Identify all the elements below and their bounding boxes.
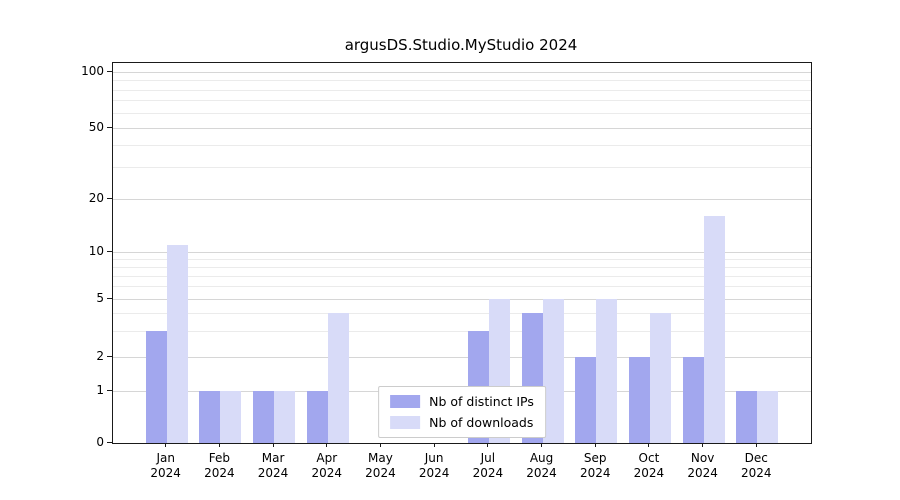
y-tick-label: 1 — [96, 383, 104, 397]
x-tick-mark — [272, 443, 274, 447]
minor-gridline — [113, 144, 811, 146]
x-tick-label: Mar 2024 — [257, 451, 289, 480]
x-tick-mark — [755, 443, 757, 447]
y-tick-label: 20 — [88, 191, 104, 205]
x-tick-label: Oct 2024 — [633, 451, 665, 480]
x-tick-mark — [594, 443, 596, 447]
minor-gridline — [113, 286, 811, 288]
minor-gridline — [113, 330, 811, 332]
bar-downloads — [274, 391, 296, 443]
bar-downloads — [649, 313, 671, 443]
x-tick-mark — [379, 443, 381, 447]
bar-distinct-ips — [306, 391, 328, 443]
x-tick-label: Nov 2024 — [687, 451, 718, 480]
x-tick-mark — [433, 443, 435, 447]
major-gridline — [113, 356, 811, 358]
bar-distinct-ips — [682, 357, 704, 443]
minor-gridline — [113, 266, 811, 268]
minor-gridline — [113, 80, 811, 82]
y-tick-label: 50 — [88, 120, 104, 134]
y-tick-mark — [107, 298, 112, 299]
bar-distinct-ips — [199, 391, 221, 443]
y-tick-mark — [107, 127, 112, 128]
minor-gridline — [113, 167, 811, 169]
y-tick-mark — [107, 71, 112, 72]
x-tick-label: Sep 2024 — [579, 451, 611, 480]
y-tick-mark — [107, 442, 112, 443]
bar-distinct-ips — [253, 391, 275, 443]
bar-distinct-ips — [628, 357, 650, 443]
x-tick-label: Jul 2024 — [472, 451, 504, 480]
y-tick-label: 2 — [96, 349, 104, 363]
legend-item-distinct-ips: Nb of distinct IPs — [390, 394, 534, 409]
minor-gridline — [113, 258, 811, 260]
x-tick-label: May 2024 — [365, 451, 396, 480]
bar-downloads — [220, 391, 242, 443]
major-gridline — [113, 198, 811, 200]
legend-swatch-distinct-ips — [390, 395, 421, 408]
legend-item-downloads: Nb of downloads — [390, 415, 534, 430]
x-tick-mark — [165, 443, 167, 447]
major-gridline — [113, 251, 811, 253]
y-tick-label: 5 — [96, 291, 104, 305]
y-tick-mark — [107, 251, 112, 252]
y-tick-mark — [107, 356, 112, 357]
x-tick-mark — [487, 443, 489, 447]
y-tick-label: 0 — [96, 435, 104, 449]
major-gridline — [113, 127, 811, 129]
y-tick-label: 10 — [88, 244, 104, 258]
x-tick-mark — [218, 443, 220, 447]
bar-downloads — [327, 313, 349, 443]
legend: Nb of distinct IPs Nb of downloads — [378, 386, 546, 438]
x-tick-mark — [326, 443, 328, 447]
legend-label-downloads: Nb of downloads — [429, 415, 534, 430]
major-gridline — [113, 71, 811, 73]
bar-downloads — [757, 391, 779, 443]
legend-label-distinct-ips: Nb of distinct IPs — [429, 394, 534, 409]
y-tick-mark — [107, 198, 112, 199]
minor-gridline — [113, 112, 811, 114]
x-tick-label: Jan 2024 — [150, 451, 181, 480]
x-tick-mark — [702, 443, 704, 447]
bar-downloads — [542, 299, 564, 443]
bar-downloads — [703, 216, 725, 443]
y-tick-mark — [107, 390, 112, 391]
bar-downloads — [596, 299, 618, 443]
x-tick-label: Jun 2024 — [418, 451, 450, 480]
minor-gridline — [113, 275, 811, 277]
bar-distinct-ips — [736, 391, 758, 443]
chart-title: argusDS.Studio.MyStudio 2024 — [344, 36, 578, 54]
x-tick-mark — [541, 443, 543, 447]
major-gridline — [113, 298, 811, 300]
x-tick-label: Feb 2024 — [204, 451, 235, 480]
bar-downloads — [166, 244, 188, 443]
bar-distinct-ips — [145, 331, 167, 443]
x-tick-label: Aug 2024 — [526, 451, 557, 480]
y-tick-label: 100 — [81, 64, 104, 78]
x-tick-mark — [648, 443, 650, 447]
minor-gridline — [113, 312, 811, 314]
x-tick-label: Apr 2024 — [311, 451, 343, 480]
plot-area: Nb of distinct IPs Nb of downloads — [112, 62, 812, 444]
bar-distinct-ips — [575, 357, 597, 443]
legend-swatch-downloads — [390, 416, 421, 429]
x-tick-label: Dec 2024 — [741, 451, 772, 480]
minor-gridline — [113, 100, 811, 102]
minor-gridline — [113, 89, 811, 91]
